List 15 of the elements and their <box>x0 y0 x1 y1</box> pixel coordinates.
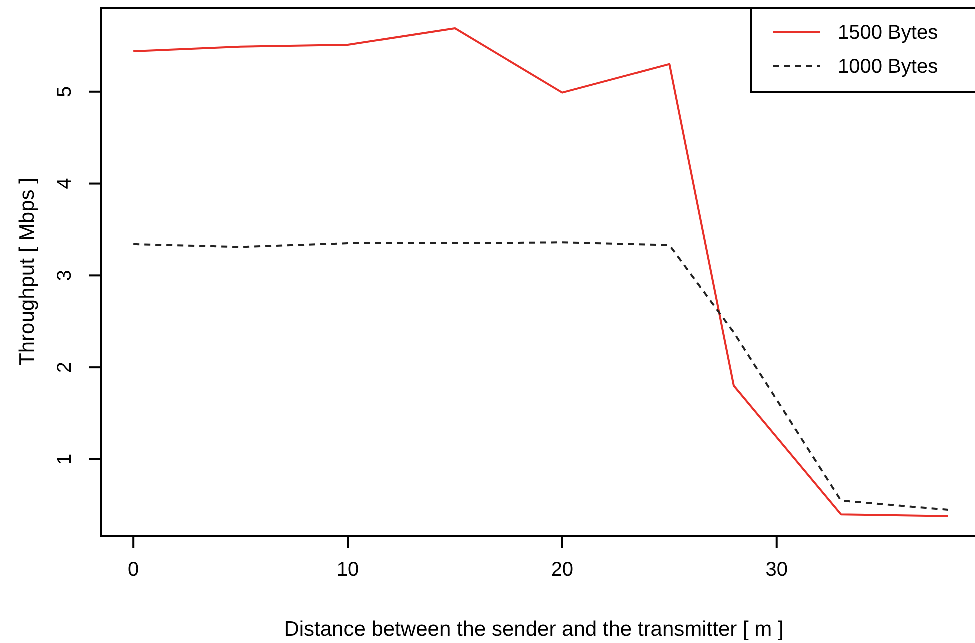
line-series <box>132 242 950 511</box>
line-series <box>132 27 950 518</box>
y-tick-label: 4 <box>54 178 76 190</box>
y-tick-label: 2 <box>54 362 76 374</box>
legend-label: 1000 Bytes <box>838 56 938 78</box>
y-tick-label: 1 <box>54 454 76 466</box>
x-tick-label: 10 <box>336 559 360 581</box>
y-axis-title: Throughput [ Mbps ] <box>16 178 39 366</box>
legend-label: 1500 Bytes <box>838 22 938 44</box>
x-tick-label: 0 <box>128 559 140 581</box>
y-tick-label: 5 <box>54 86 76 98</box>
x-tick-label: 30 <box>766 559 788 581</box>
x-tick-label: 20 <box>551 559 574 581</box>
y-tick-label: 3 <box>54 270 76 282</box>
x-axis-title: Distance between the sender and the transmitter [ m ] <box>284 618 784 641</box>
